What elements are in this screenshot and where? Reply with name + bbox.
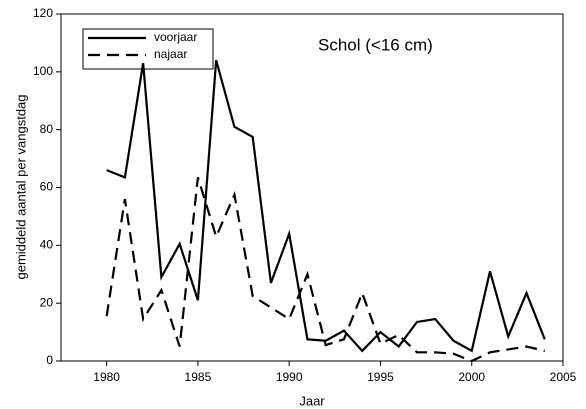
y-tick-label: 40 <box>40 238 54 252</box>
x-tick-label: 1990 <box>276 370 303 384</box>
legend-box <box>82 28 214 70</box>
y-tick-label: 80 <box>40 122 54 136</box>
data-line <box>106 59 546 353</box>
legend-label: najaar <box>154 47 187 61</box>
y-tick-label: 60 <box>40 180 54 194</box>
y-tick-label: 0 <box>46 353 53 367</box>
x-tick-label: 1985 <box>185 370 212 384</box>
x-tick-label: 1980 <box>93 370 120 384</box>
y-tick-label: 100 <box>33 64 53 78</box>
x-axis-label: Jaar <box>299 393 325 408</box>
x-tick-label: 2000 <box>458 370 485 384</box>
data-line <box>105 177 545 363</box>
x-tick-label: 1995 <box>367 370 394 384</box>
y-tick-label: 120 <box>33 6 53 20</box>
x-tick-label: 2005 <box>550 370 577 384</box>
legend-label: voorjaar <box>154 30 197 44</box>
y-axis-label: gemiddeld aantal per vangstdag <box>13 94 28 279</box>
chart-title: Schol (<16 cm) <box>318 35 433 54</box>
y-tick-label: 20 <box>40 295 54 309</box>
